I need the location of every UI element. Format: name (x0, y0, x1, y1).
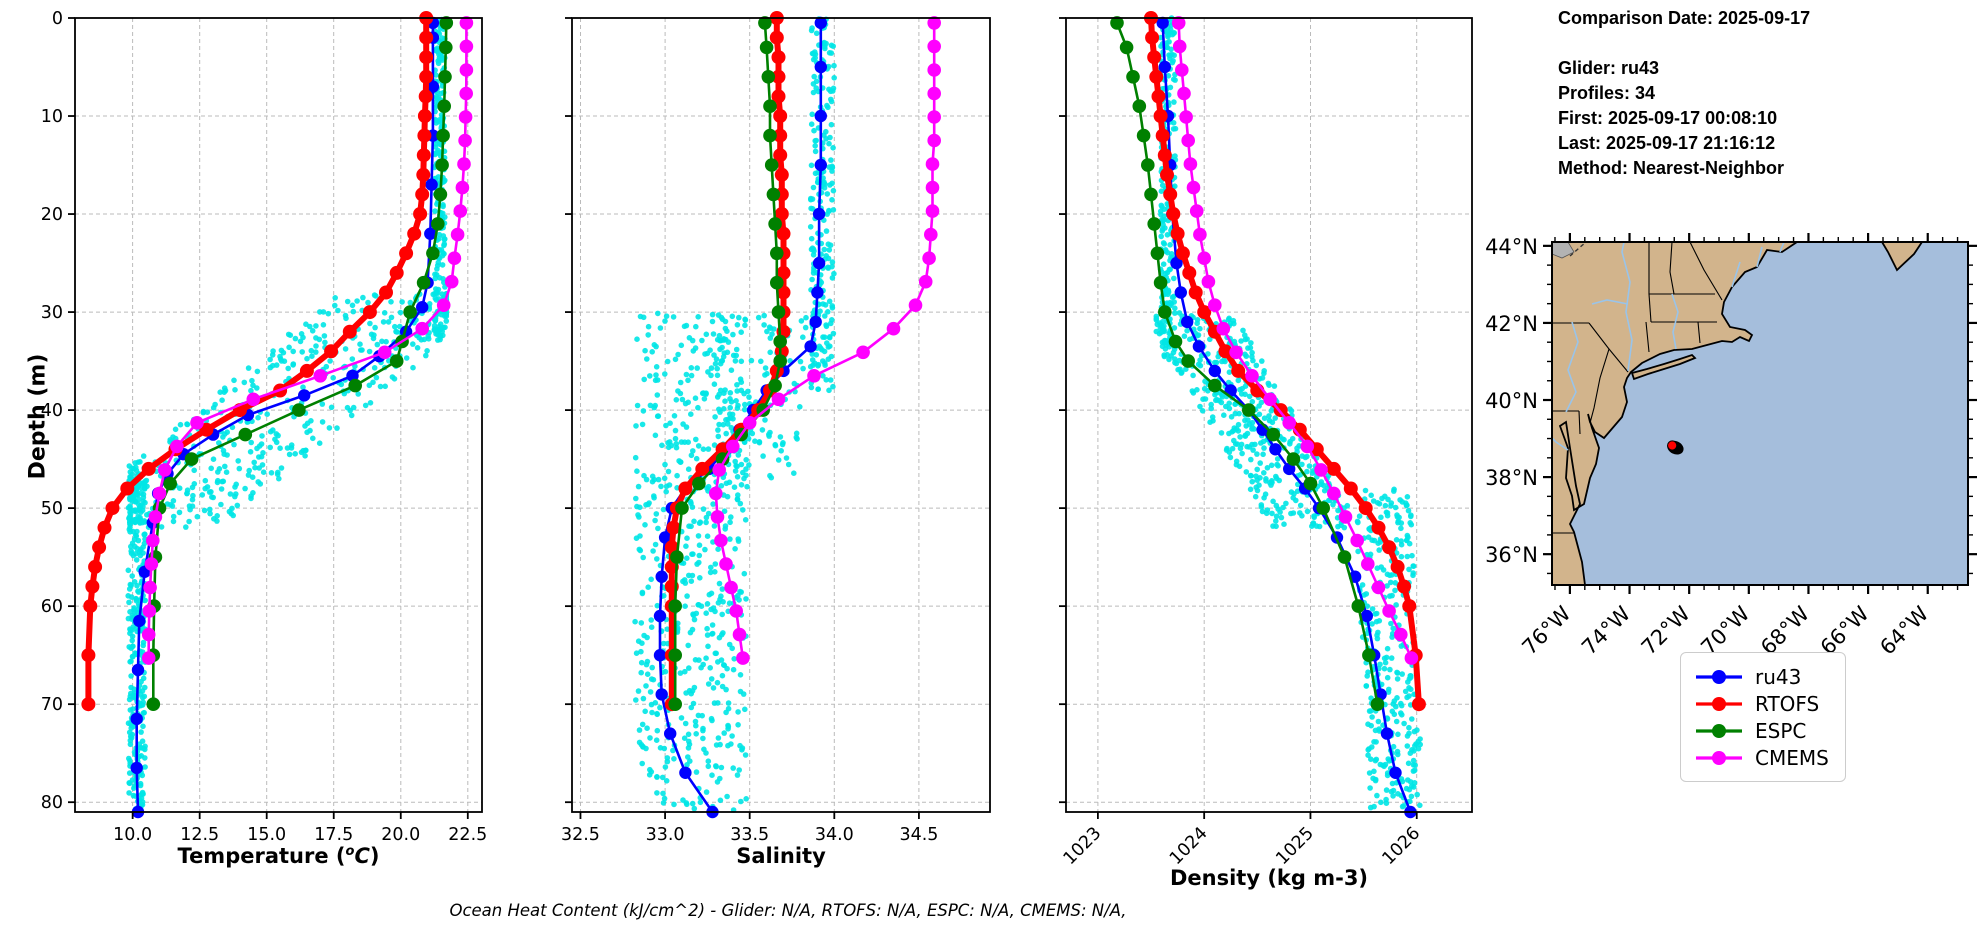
series-CMEMS-0 (141, 16, 474, 665)
map-land (1551, 241, 1800, 586)
method: Method: Nearest-Neighbor (1558, 158, 1785, 178)
xtick-label: 20.0 (381, 825, 420, 845)
xtick-label: 10.0 (113, 825, 152, 845)
series-ru43-1 (653, 16, 827, 819)
canada-border-dashed (1569, 241, 1587, 257)
map-lat-label: 40°N (1485, 389, 1538, 413)
ytick-label: 50 (41, 499, 63, 519)
ytick-label: 10 (41, 107, 63, 127)
legend-item-ru43: ru43 (1693, 663, 1829, 690)
depth-axis-label: Depth (m) (25, 353, 51, 480)
rivers (1551, 241, 1785, 451)
xtick-label: 1024 (1166, 823, 1212, 869)
ytick-label: 70 (41, 695, 63, 715)
map-lat-label: 36°N (1485, 543, 1538, 567)
legend-label-ru43: ru43 (1755, 664, 1802, 689)
glider-id: Glider: ru43 (1558, 58, 1660, 78)
xtick-label: 33.0 (646, 825, 685, 845)
ytick-label: 40 (41, 401, 63, 421)
ytick-label: 0 (52, 9, 63, 29)
ytick-label: 60 (41, 597, 63, 617)
xtick-label: 34.5 (899, 825, 938, 845)
xtick-label: 32.5 (561, 825, 600, 845)
xtick-label: 22.5 (448, 825, 487, 845)
series-ESPC-1 (668, 16, 787, 711)
profiles-count: Profiles: 34 (1558, 83, 1656, 103)
legend-label-rtofs: RTOFS (1755, 691, 1820, 716)
ocean-heat-content-note: Ocean Heat Content (kJ/cm^2) - Glider: N… (449, 901, 1127, 920)
series-CMEMS-2 (1171, 16, 1419, 665)
glider-scatter-1 (632, 16, 837, 813)
glider-track-marker (1667, 440, 1684, 455)
map-lat-label: 44°N (1485, 235, 1538, 259)
series-ESPC-0 (146, 16, 454, 711)
series-RTOFS-0 (81, 11, 434, 712)
density-axis-label: Density (kg m-3) (1169, 866, 1369, 890)
temperature-axis-label: Temperature (oC) (177, 844, 380, 868)
legend: ru43 RTOFS ESPC CMEMS (1680, 652, 1846, 782)
xtick-label: 1023 (1060, 823, 1106, 869)
ytick-label: 30 (41, 303, 63, 323)
legend-item-rtofs: RTOFS (1693, 690, 1829, 717)
xtick-label: 1025 (1272, 823, 1318, 869)
xtick-label: 17.5 (314, 825, 353, 845)
plot-2: 1023 1024 1025 1026 (1059, 11, 1473, 869)
legend-item-espc: ESPC (1693, 717, 1829, 744)
xtick-label: 33.5 (730, 825, 769, 845)
last-timestamp: Last: 2025-09-17 21:16:12 (1558, 133, 1776, 153)
xtick-label: 1026 (1379, 823, 1425, 869)
legend-label-cmems: CMEMS (1755, 745, 1829, 770)
map-long-island (1630, 353, 1697, 381)
rtofs-line-swatch (1696, 696, 1742, 711)
ytick-label: 80 (41, 793, 63, 813)
state-borders (1552, 241, 1723, 534)
series-ESPC-2 (1110, 16, 1385, 711)
plot-1: 32.5 33.0 33.5 34.0 34.5 (561, 11, 991, 845)
map-lat-label: 42°N (1485, 312, 1538, 336)
xtick-label: 15.0 (247, 825, 286, 845)
espc-line-swatch (1696, 723, 1742, 738)
ru43-line-swatch (1696, 669, 1742, 684)
comparison-date: Comparison Date: 2025-09-17 (1558, 8, 1811, 28)
plot-0: 10.0 12.5 15.0 17.5 20.0 22.5 0 10 20 30 40 50 60 70 8… (41, 9, 488, 845)
ytick-label: 20 (41, 205, 63, 225)
map-panel: 44°N 42°N 40°N 38°N 36°N 76°W 74°W 72°W 70°W 68°W… (1485, 233, 1977, 660)
legend-item-cmems: CMEMS (1693, 744, 1829, 771)
info-panel: Comparison Date: 2025-09-17 Glider: ru43… (1558, 6, 1810, 181)
series-CMEMS-1 (709, 16, 941, 665)
cmems-line-swatch (1696, 750, 1742, 765)
first-timestamp: First: 2025-09-17 00:08:10 (1558, 108, 1778, 128)
legend-label-espc: ESPC (1755, 718, 1807, 743)
xtick-label: 12.5 (180, 825, 219, 845)
salinity-axis-label: Salinity (736, 844, 826, 868)
map-lat-label: 38°N (1485, 466, 1538, 490)
xtick-label: 34.0 (815, 825, 854, 845)
